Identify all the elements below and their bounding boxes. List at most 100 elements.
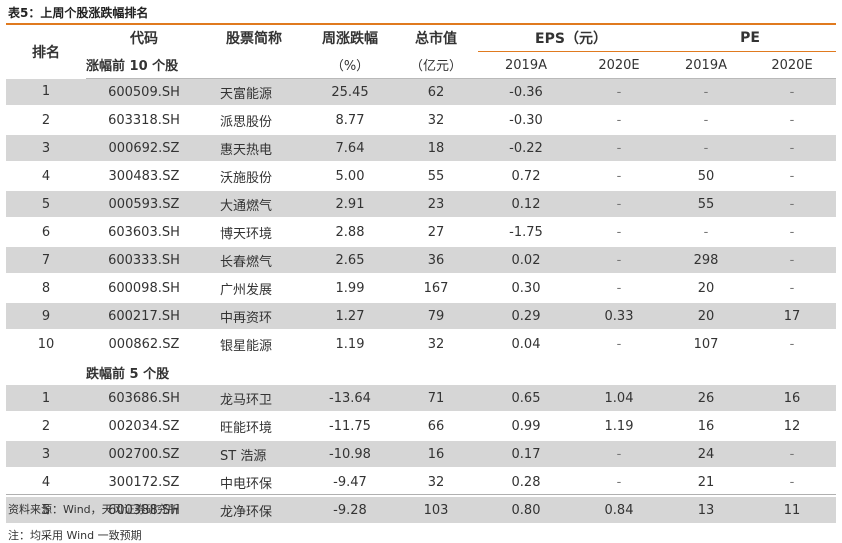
header-eps-2020: 2020E — [574, 51, 665, 79]
source-note: 资料来源：Wind，天风证券研究所 — [8, 503, 179, 516]
cell-eps2019: 0.80 — [478, 496, 574, 525]
cell-eps2020: 0.33 — [574, 302, 665, 331]
cell-code: 600509.SH — [86, 78, 202, 107]
cell-pe2020: 11 — [748, 496, 837, 525]
cell-rank: 8 — [6, 274, 86, 303]
cell-change: -13.64 — [306, 385, 394, 413]
cell-rank: 6 — [6, 218, 86, 247]
table-row: 3 002700.SZ ST 浩源 -10.98 16 0.17-24- — [6, 440, 837, 469]
cell-eps2020: - — [574, 190, 665, 219]
cell-rank: 1 — [6, 385, 86, 413]
cell-cap: 32 — [394, 106, 478, 135]
header-market-cap: 总市值 — [415, 31, 457, 48]
cell-eps2020: 1.04 — [574, 385, 665, 413]
cell-eps2020: - — [574, 78, 665, 107]
cell-eps2020: - — [574, 274, 665, 303]
header-market-cap-unit: （亿元） — [394, 51, 478, 79]
cell-pe2020: - — [748, 162, 837, 191]
header-weekly-change: 周涨跌幅 — [322, 31, 378, 48]
section-label-gainers-cell: 涨幅前 10 个股 — [86, 51, 306, 79]
header-name: 股票简称 — [226, 31, 282, 48]
cell-eps2019: 0.65 — [478, 385, 574, 413]
cell-code: 000862.SZ — [86, 330, 202, 359]
table-row: 2 002034.SZ 旺能环境 -11.75 66 0.99 1.19 16 12 — [6, 412, 837, 441]
losers-body: 1 603686.SH 龙马环卫 -13.64 71 0.65 1.04 26 16 2 00203… — [6, 385, 837, 525]
cell-pe2019: 50 — [664, 162, 749, 191]
cell-cap: 18 — [394, 134, 478, 163]
cell-pe2020: 12 — [748, 412, 837, 441]
cell-code: 600217.SH — [86, 302, 202, 331]
cell-change: 1.19 — [306, 330, 394, 359]
table-row: 4 300483.SZ 沃施股份 5.00 55 0.72-50- — [6, 162, 837, 191]
cell-name: 中再资环 — [202, 302, 306, 331]
forecast-note: 注：均采用 Wind 一致预期 — [8, 529, 142, 542]
cell-eps2019: -0.36 — [478, 78, 574, 107]
cell-code: 600098.SH — [86, 274, 202, 303]
cell-change: -9.28 — [306, 496, 394, 525]
cell-cap: 27 — [394, 218, 478, 247]
cell-code: 603603.SH — [86, 218, 202, 247]
cell-rank: 5 — [6, 190, 86, 219]
cell-pe2019: 298 — [664, 246, 749, 275]
cell-cap: 103 — [394, 496, 478, 525]
header-code: 代码 — [130, 31, 158, 48]
cell-cap: 16 — [394, 440, 478, 469]
cell-cap: 66 — [394, 412, 478, 441]
cell-eps2020: - — [574, 246, 665, 275]
cell-eps2019: -0.22 — [478, 134, 574, 163]
header-eps-2019: 2019A — [478, 51, 574, 79]
cell-name: 银星能源 — [202, 330, 306, 359]
header-pe-2019: 2019A — [664, 51, 749, 79]
cell-pe2020: - — [748, 78, 837, 107]
cell-eps2020: 1.19 — [574, 412, 665, 441]
cell-rank: 2 — [6, 106, 86, 135]
cell-change: 8.77 — [306, 106, 394, 135]
bottom-rule — [6, 494, 836, 495]
table-row: 5 000593.SZ 大通燃气 2.91 23 0.12-55- — [6, 190, 837, 219]
header-pe: PE — [664, 25, 837, 52]
cell-code: 603686.SH — [86, 385, 202, 413]
cell-name: 旺能环境 — [202, 412, 306, 441]
cell-change: 5.00 — [306, 162, 394, 191]
cell-pe2019: - — [664, 218, 749, 247]
cell-change: 1.27 — [306, 302, 394, 331]
cell-name: 天富能源 — [202, 78, 306, 107]
table-row: 4 300172.SZ 中电环保 -9.47 32 0.28-21- — [6, 468, 837, 497]
cell-eps2019: -0.30 — [478, 106, 574, 135]
cell-pe2020: - — [748, 330, 837, 359]
cell-pe2019: 26 — [664, 385, 749, 413]
cell-change: 7.64 — [306, 134, 394, 163]
cell-code: 002700.SZ — [86, 440, 202, 469]
table-row: 2 603318.SH 派思股份 8.77 32 -0.30- - - — [6, 106, 837, 135]
cell-code: 000593.SZ — [86, 190, 202, 219]
cell-pe2019: 20 — [664, 302, 749, 331]
cell-code: 300483.SZ — [86, 162, 202, 191]
cell-change: -9.47 — [306, 468, 394, 497]
cell-eps2020: - — [574, 162, 665, 191]
cell-name: 沃施股份 — [202, 162, 306, 191]
table-row: 10 000862.SZ 银星能源 1.19 32 0.04-107- — [6, 330, 837, 359]
cell-eps2020: - — [574, 330, 665, 359]
cell-pe2020: - — [748, 134, 837, 163]
cell-name: 龙马环卫 — [202, 385, 306, 413]
cell-pe2020: 16 — [748, 385, 837, 413]
cell-eps2019: 0.29 — [478, 302, 574, 331]
cell-name: 惠天热电 — [202, 134, 306, 163]
cell-change: 25.45 — [306, 78, 394, 107]
cell-pe2019: - — [664, 106, 749, 135]
cell-cap: 32 — [394, 468, 478, 497]
cell-name: 龙净环保 — [202, 496, 306, 525]
cell-change: -11.75 — [306, 412, 394, 441]
cell-eps2020: - — [574, 218, 665, 247]
cell-eps2020: - — [574, 106, 665, 135]
cell-cap: 167 — [394, 274, 478, 303]
cell-pe2019: 24 — [664, 440, 749, 469]
cell-name: 博天环境 — [202, 218, 306, 247]
cell-eps2020: 0.84 — [574, 496, 665, 525]
gainers-body: 1 600509.SH 天富能源 25.45 62 -0.36- - -2 603318.SH 派… — [6, 78, 837, 359]
cell-pe2019: 55 — [664, 190, 749, 219]
cell-code: 600333.SH — [86, 246, 202, 275]
top-rule — [6, 23, 836, 25]
cell-change: -10.98 — [306, 440, 394, 469]
table-row: 3 000692.SZ 惠天热电 7.64 18 -0.22- - - — [6, 134, 837, 163]
